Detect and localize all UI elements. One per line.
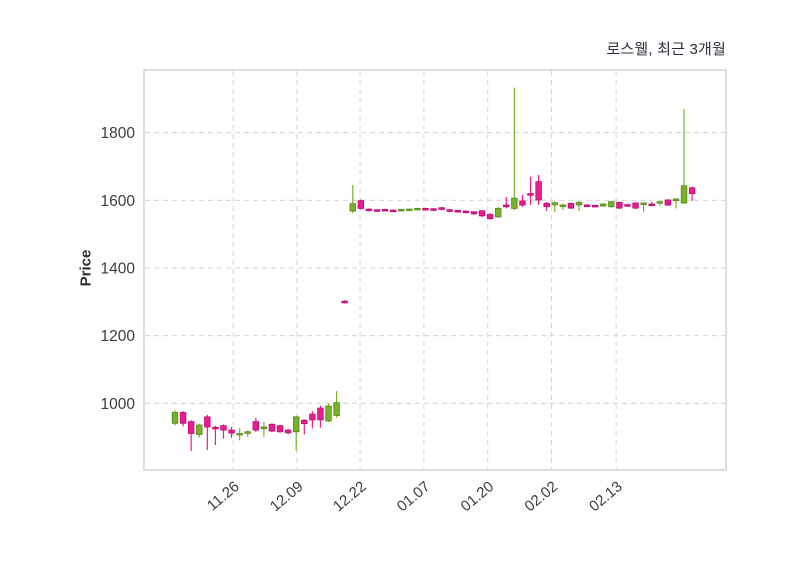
candle-body xyxy=(220,425,227,431)
plot-border xyxy=(143,69,727,471)
candle-body xyxy=(365,208,373,212)
candle-body xyxy=(414,208,421,211)
candle-body xyxy=(381,209,389,212)
candle-body xyxy=(406,208,413,212)
candle-body xyxy=(438,207,445,210)
candle-body xyxy=(268,423,276,432)
candle-body xyxy=(600,203,607,207)
candle-body xyxy=(608,201,615,208)
candle-body xyxy=(664,199,672,206)
x-tick-label: 02.13 xyxy=(586,478,626,515)
candle-body xyxy=(486,214,494,219)
y-tick-label: 1400 xyxy=(101,260,136,277)
candle-body xyxy=(317,407,324,421)
candle-body xyxy=(591,204,599,208)
candle-body xyxy=(212,426,219,430)
candle-body xyxy=(470,211,478,215)
candle-body xyxy=(171,412,179,424)
candle-body xyxy=(341,300,348,304)
candle-body xyxy=(543,202,550,208)
candle-body xyxy=(333,402,340,416)
candle-body xyxy=(422,208,429,211)
candle-body xyxy=(398,209,405,212)
candle-body xyxy=(252,421,259,431)
candle-body xyxy=(292,416,300,433)
x-tick-label: 02.02 xyxy=(521,478,561,515)
y-tick-label: 1600 xyxy=(101,193,136,210)
candle-body xyxy=(567,202,575,209)
candle-body xyxy=(446,209,453,212)
candle-body xyxy=(454,210,461,213)
chart-title: 로스웰, 최근 3개월 xyxy=(606,41,726,58)
candle-body xyxy=(503,204,510,208)
x-tick-label: 11.26 xyxy=(204,478,243,514)
x-tick-label: 12.09 xyxy=(267,478,307,515)
candle-body xyxy=(632,202,639,209)
candle-body xyxy=(478,210,486,217)
x-tick-label: 12.22 xyxy=(330,478,370,515)
candle-body xyxy=(236,433,243,436)
candle-body xyxy=(276,425,284,433)
candle-body xyxy=(244,431,251,434)
candle-body xyxy=(624,204,631,207)
x-tick-label: 01.07 xyxy=(394,478,434,515)
candle-body xyxy=(228,429,235,434)
candle-body xyxy=(187,421,195,434)
candle-body xyxy=(462,210,470,214)
candle-body xyxy=(430,208,437,211)
candle-body xyxy=(616,201,623,209)
candle-body xyxy=(680,185,688,204)
candle-body xyxy=(179,412,187,424)
candle-body xyxy=(583,204,591,208)
candle-body xyxy=(284,429,292,434)
candle-body xyxy=(309,413,316,421)
candle-body xyxy=(640,202,647,205)
candle-body xyxy=(551,202,558,206)
y-tick-label: 1000 xyxy=(101,396,136,413)
candle-body xyxy=(511,197,518,209)
y-tick-label: 1800 xyxy=(101,125,136,142)
candle-body xyxy=(373,209,381,212)
candle-body xyxy=(389,209,397,213)
candle-body xyxy=(688,187,696,194)
y-tick-label: 1200 xyxy=(101,328,136,345)
candle-body xyxy=(519,200,526,206)
candle-body xyxy=(325,405,332,422)
candle-body xyxy=(527,193,534,196)
candle-body xyxy=(357,200,365,209)
candle-body xyxy=(656,201,663,204)
candle-body xyxy=(575,201,583,206)
candle-body xyxy=(559,204,567,208)
candle-body xyxy=(301,419,308,425)
candle-body xyxy=(349,203,356,212)
candle-body xyxy=(672,198,680,202)
candle-body xyxy=(648,203,655,207)
x-tick-label: 01.20 xyxy=(458,478,498,515)
candle-body xyxy=(260,426,268,430)
candle-body xyxy=(196,424,203,435)
candle-body xyxy=(204,416,211,428)
candle-body xyxy=(535,181,542,201)
y-axis-label: Price xyxy=(77,249,95,287)
candle-body xyxy=(494,208,502,218)
